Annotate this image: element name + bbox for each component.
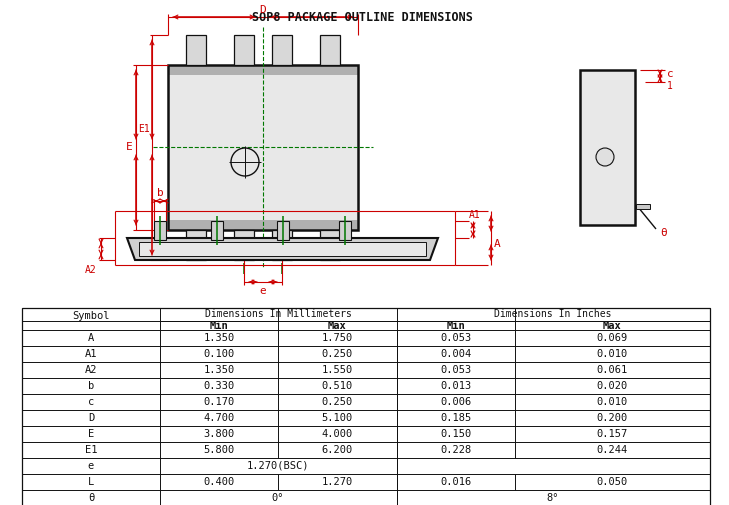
Text: 0°: 0° bbox=[272, 493, 284, 503]
Text: 0.200: 0.200 bbox=[596, 413, 628, 423]
Text: 0.170: 0.170 bbox=[203, 397, 235, 407]
Text: 5.100: 5.100 bbox=[321, 413, 353, 423]
Text: 1: 1 bbox=[667, 81, 673, 91]
Circle shape bbox=[231, 148, 259, 176]
Text: A: A bbox=[88, 333, 94, 343]
Text: A: A bbox=[494, 239, 501, 249]
Text: 0.061: 0.061 bbox=[596, 365, 628, 375]
Text: 0.016: 0.016 bbox=[440, 477, 472, 487]
Bar bbox=[234, 35, 254, 65]
Text: SOP8 PACKAGE OUTLINE DIMENSIONS: SOP8 PACKAGE OUTLINE DIMENSIONS bbox=[252, 11, 472, 24]
Text: Max: Max bbox=[603, 321, 621, 331]
Text: b: b bbox=[88, 381, 94, 391]
Text: θ: θ bbox=[660, 228, 667, 238]
Text: 0.400: 0.400 bbox=[203, 477, 235, 487]
Text: 0.510: 0.510 bbox=[321, 381, 353, 391]
Text: 0.050: 0.050 bbox=[596, 477, 628, 487]
Text: 0.013: 0.013 bbox=[440, 381, 472, 391]
Text: 0.330: 0.330 bbox=[203, 381, 235, 391]
Text: 1.550: 1.550 bbox=[321, 365, 353, 375]
Bar bbox=[154, 221, 166, 240]
Text: 0.004: 0.004 bbox=[440, 349, 472, 359]
Text: 3.800: 3.800 bbox=[203, 429, 235, 439]
Bar bbox=[168, 220, 358, 230]
Bar bbox=[139, 242, 426, 256]
Bar bbox=[320, 230, 340, 260]
Bar bbox=[277, 221, 289, 240]
Bar bbox=[168, 65, 358, 230]
Text: 1.270: 1.270 bbox=[321, 477, 353, 487]
Text: A1: A1 bbox=[85, 349, 97, 359]
Text: Dimensions In Millimeters: Dimensions In Millimeters bbox=[205, 309, 351, 319]
Text: 0.157: 0.157 bbox=[596, 429, 628, 439]
Bar bbox=[234, 230, 254, 260]
Text: 8°: 8° bbox=[547, 493, 559, 503]
Bar bbox=[580, 70, 635, 225]
Text: Min: Min bbox=[210, 321, 228, 331]
Text: 0.100: 0.100 bbox=[203, 349, 235, 359]
Text: 0.053: 0.053 bbox=[440, 365, 472, 375]
Text: L: L bbox=[88, 477, 94, 487]
Text: e: e bbox=[260, 286, 266, 296]
Bar bbox=[339, 221, 351, 240]
Text: 0.006: 0.006 bbox=[440, 397, 472, 407]
Text: 0.244: 0.244 bbox=[596, 445, 628, 455]
Text: Symbol: Symbol bbox=[72, 311, 110, 321]
Text: 0.185: 0.185 bbox=[440, 413, 472, 423]
Bar bbox=[186, 35, 206, 65]
Text: 0.010: 0.010 bbox=[596, 397, 628, 407]
Bar bbox=[168, 65, 358, 230]
Text: c: c bbox=[667, 69, 674, 79]
Text: A1: A1 bbox=[469, 210, 480, 220]
Text: D: D bbox=[260, 5, 266, 15]
Text: 1.350: 1.350 bbox=[203, 333, 235, 343]
Text: 4.000: 4.000 bbox=[321, 429, 353, 439]
Text: 0.250: 0.250 bbox=[321, 397, 353, 407]
Text: θ: θ bbox=[88, 493, 94, 503]
Text: D: D bbox=[88, 413, 94, 423]
Circle shape bbox=[596, 148, 614, 166]
Text: 1.350: 1.350 bbox=[203, 365, 235, 375]
Bar bbox=[186, 230, 206, 260]
Text: 0.069: 0.069 bbox=[596, 333, 628, 343]
Text: 0.250: 0.250 bbox=[321, 349, 353, 359]
Text: 6.200: 6.200 bbox=[321, 445, 353, 455]
Bar bbox=[272, 230, 292, 260]
Bar bbox=[168, 65, 358, 75]
Text: A2: A2 bbox=[85, 365, 97, 375]
Text: 1.270(BSC): 1.270(BSC) bbox=[246, 461, 309, 471]
Text: Max: Max bbox=[327, 321, 346, 331]
Bar bbox=[272, 35, 292, 65]
Text: 0.020: 0.020 bbox=[596, 381, 628, 391]
Polygon shape bbox=[127, 238, 438, 260]
Text: 0.228: 0.228 bbox=[440, 445, 472, 455]
Text: 4.700: 4.700 bbox=[203, 413, 235, 423]
Text: E1: E1 bbox=[139, 124, 150, 134]
Text: 0.010: 0.010 bbox=[596, 349, 628, 359]
Bar bbox=[580, 70, 635, 225]
Bar bbox=[211, 221, 223, 240]
Text: e: e bbox=[88, 461, 94, 471]
Text: 1.750: 1.750 bbox=[321, 333, 353, 343]
Bar bbox=[22, 308, 710, 505]
Bar bbox=[320, 35, 340, 65]
Text: Dimensions In Inches: Dimensions In Inches bbox=[494, 309, 612, 319]
Text: 5.800: 5.800 bbox=[203, 445, 235, 455]
Text: c: c bbox=[88, 397, 94, 407]
Text: b: b bbox=[157, 188, 163, 198]
Text: 0.150: 0.150 bbox=[440, 429, 472, 439]
Text: Min: Min bbox=[447, 321, 465, 331]
Text: 0.053: 0.053 bbox=[440, 333, 472, 343]
Text: E: E bbox=[88, 429, 94, 439]
Text: E1: E1 bbox=[85, 445, 97, 455]
Text: E: E bbox=[125, 142, 133, 152]
Text: A2: A2 bbox=[85, 265, 97, 275]
Bar bbox=[636, 204, 650, 209]
